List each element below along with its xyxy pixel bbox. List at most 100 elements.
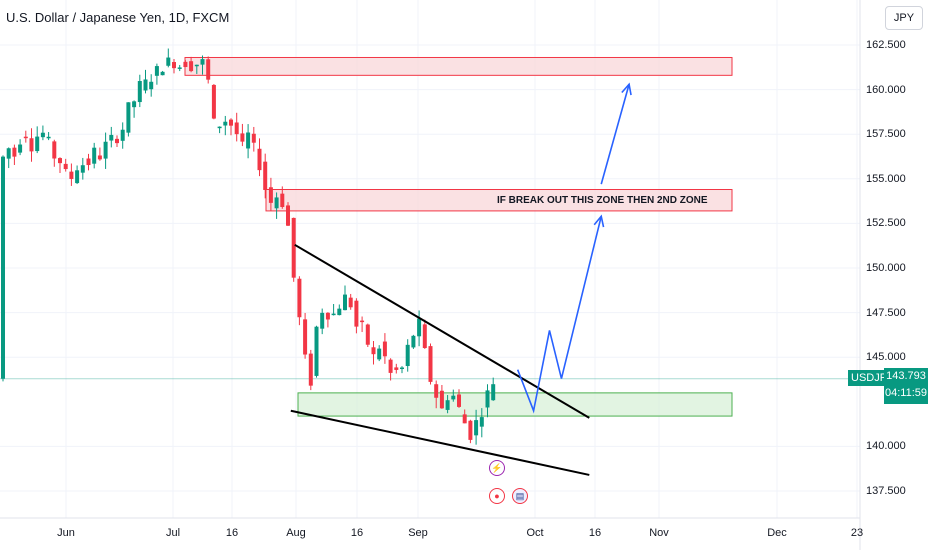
candle-up [337, 308, 342, 316]
trendline-lower [290, 409, 590, 476]
candle-up [485, 390, 490, 408]
candle-down [251, 133, 256, 143]
candle-down [303, 319, 308, 355]
y-tick-label: 140.000 [866, 440, 906, 453]
currency-button[interactable]: JPY [885, 6, 923, 30]
candle-up [1, 156, 5, 379]
candle-up [126, 102, 131, 133]
candle-up [491, 384, 496, 401]
candle-down [468, 420, 473, 440]
x-tick-label: Oct [526, 527, 544, 539]
candle-up [103, 141, 108, 159]
x-tick-label: Sep [408, 527, 428, 539]
x-tick-label: Jun [57, 527, 75, 539]
y-tick-label: 155.000 [866, 172, 906, 185]
candle-up [343, 294, 347, 311]
support-zone [297, 392, 733, 417]
current-price: 143.793 [886, 370, 926, 382]
record-icon[interactable]: ● [489, 488, 505, 504]
candle-up [35, 136, 40, 152]
candle-up [405, 344, 410, 367]
candle-down [297, 278, 302, 318]
candle-down [86, 158, 91, 166]
candle-up [120, 129, 125, 141]
x-tick-label: Jul [165, 527, 181, 539]
price-tag: 143.793 04:11:59 [884, 368, 928, 404]
us-flag-icon[interactable]: ▤ [512, 488, 528, 504]
candle-up [6, 148, 11, 159]
y-tick-label: 145.000 [866, 351, 906, 364]
candle-down [439, 390, 444, 409]
candle-up [451, 395, 456, 400]
candle-down [63, 163, 68, 170]
candle-down [257, 148, 262, 171]
projection-arrow [516, 216, 603, 414]
candle-down [457, 394, 461, 407]
candle-up [223, 121, 228, 126]
y-tick-label: 160.000 [866, 83, 906, 96]
x-tick-label: 16 [350, 527, 364, 539]
candle-down [115, 138, 119, 144]
candle-up [143, 79, 148, 91]
candle-down [388, 359, 393, 373]
candle-down [23, 136, 28, 139]
lightning-icon[interactable]: ⚡ [489, 460, 505, 476]
candle-up [194, 64, 199, 67]
candle-up [92, 147, 97, 164]
x-tick-label: Dec [767, 527, 787, 539]
candle-up [417, 318, 422, 337]
x-tick-label: Nov [649, 527, 669, 539]
y-tick-label: 157.500 [866, 128, 906, 141]
candle-down [462, 414, 467, 424]
candle-up [474, 420, 479, 436]
candle-down [29, 138, 34, 152]
candle-up [177, 67, 182, 69]
candle-up [274, 197, 279, 209]
projection-arrow-2 [600, 84, 630, 185]
candle-up [109, 134, 114, 141]
candle-down [286, 205, 290, 226]
candle-up [18, 144, 23, 153]
candle-up [160, 71, 165, 76]
candle-up [445, 400, 450, 410]
candle-up [166, 57, 171, 66]
candle-down [360, 320, 365, 323]
candle-up [400, 367, 404, 370]
candle-up [149, 81, 154, 90]
candle-down [382, 341, 387, 357]
candle-down [291, 217, 296, 278]
x-tick-label: 16 [225, 527, 239, 539]
y-tick-label: 162.500 [866, 39, 906, 51]
candle-down [263, 161, 268, 190]
candle-down [12, 147, 17, 157]
candle-up [331, 313, 336, 316]
y-tick-label: 152.500 [866, 217, 906, 230]
resistance-zone [265, 189, 733, 212]
candle-down [354, 300, 359, 327]
y-tick-label: 147.500 [866, 306, 906, 319]
candle-up [200, 59, 205, 65]
x-tick-label: Aug [286, 527, 306, 539]
x-tick-label: 23 [850, 527, 864, 539]
candle-up [314, 326, 319, 376]
candle-up [46, 136, 51, 139]
candle-up [479, 417, 484, 427]
candle-down [428, 346, 433, 382]
candle-down [280, 193, 285, 207]
candle-down [97, 155, 102, 160]
candle-up [217, 126, 222, 129]
candle-down [240, 133, 245, 142]
candle-up [411, 335, 416, 348]
y-tick-label: 150.000 [866, 262, 906, 274]
candle-down [348, 297, 353, 308]
candle-up [154, 66, 159, 76]
candle-down [268, 187, 273, 203]
candle-up [246, 132, 251, 149]
zone-annotation: IF BREAK OUT THIS ZONE THEN 2ND ZONE [497, 195, 708, 206]
candle-up [377, 348, 382, 360]
resistance-zone [184, 56, 733, 76]
candle-down [189, 61, 194, 72]
bar-countdown: 04:11:59 [884, 387, 927, 399]
